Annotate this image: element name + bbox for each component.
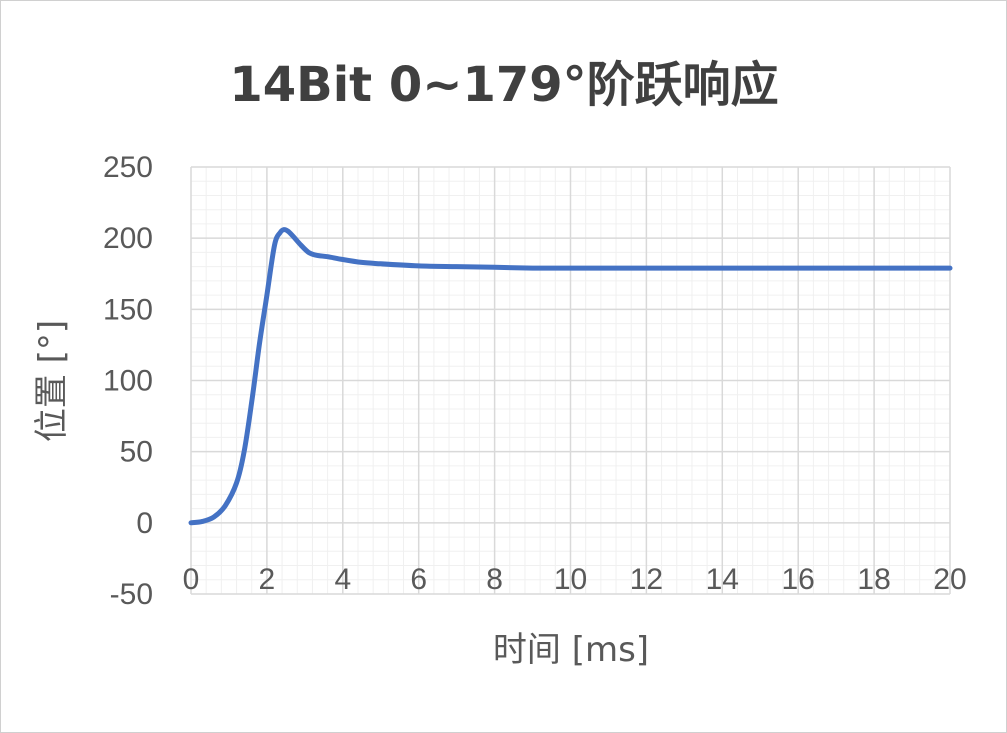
x-tick-label: 16 — [782, 563, 815, 596]
x-tick-label: 8 — [486, 563, 503, 596]
x-tick-label: 4 — [334, 563, 351, 596]
x-tick-label: 18 — [857, 563, 890, 596]
y-axis-label: 位置 [°] — [32, 320, 72, 442]
y-tick-label: 250 — [103, 151, 153, 184]
tick-labels: 0 2 4 6 8 10 12 14 16 18 20 -50 0 50 100 150 200 250 — [103, 151, 967, 611]
x-tick-label: 6 — [410, 563, 427, 596]
x-tick-label: 14 — [706, 563, 739, 596]
y-tick-label: 50 — [120, 436, 153, 469]
y-tick-label: 0 — [136, 507, 153, 540]
y-tick-label: 100 — [103, 365, 153, 398]
x-tick-label: 20 — [933, 563, 966, 596]
y-tick-label: 200 — [103, 222, 153, 255]
series-layer — [188, 227, 953, 526]
x-tick-label: 2 — [259, 563, 276, 596]
x-axis-label: 时间 [ms] — [493, 630, 649, 670]
y-tick-label: -50 — [110, 578, 153, 611]
x-tick-label: 12 — [630, 563, 663, 596]
x-tick-label: 10 — [554, 563, 587, 596]
series-line — [188, 227, 953, 526]
grid — [190, 166, 951, 595]
y-tick-label: 150 — [103, 293, 153, 326]
x-tick-label: 0 — [183, 563, 200, 596]
chart-title: 14Bit 0~179°阶跃响应 — [229, 57, 778, 113]
